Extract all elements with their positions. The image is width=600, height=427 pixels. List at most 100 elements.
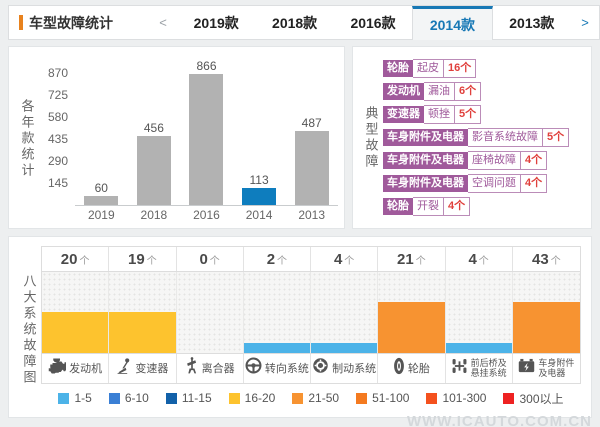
system-bar-cell-发动机 [42,272,110,353]
fault-count-tag: 4个 [521,174,548,193]
fault-category-tag: 车身附件及电器 [383,129,468,146]
yearly-chart-xlabels: 2019 2018 2016 2014 2013 [75,206,338,224]
bar-value-label: 866 [196,58,217,73]
legend-item-101-300: 101-300 [426,391,486,405]
system-name: 变速器 [135,363,169,376]
bar-value-label: 60 [94,180,108,195]
system-label-变速器: 变速器 [109,353,177,383]
fault-row: 车身附件及电器 空调问题 4个 [383,174,585,193]
fault-issue-tag: 起皮 [413,59,444,78]
system-name: 转向系统 [264,363,309,376]
system-label-制动系统: 制动系统 [311,353,379,383]
legend-swatch [292,392,304,404]
count-suffix: 个 [550,255,561,267]
count-number: 19 [128,250,145,268]
fault-category-tag: 车身附件及电器 [383,152,468,169]
tab-2016款[interactable]: 2016款 [350,14,396,31]
fault-row: 车身附件及电器 影音系统故障 5个 [383,128,585,147]
legend-swatch [356,392,368,404]
year-xlabel-2018: 2018 [140,208,168,222]
count-number: 21 [397,250,414,268]
system-label-车身附件及电器: 车身附件 及电器 [513,354,580,383]
tab-2019款[interactable]: 2019款 [193,14,239,31]
typical-faults-list: 轮胎 起皮 16个 发动机 漏油 6个 变速器 顿挫 5个 车身附件及电器 影音系统故障 5个 车身附件… [383,57,585,218]
ytick-870: 870 [47,66,68,81]
brake-disc-icon [312,357,329,379]
count-number: 0 [199,250,208,268]
clutch-icon [185,356,199,380]
fault-row: 轮胎 开裂 4个 [383,197,585,216]
tabs-next-arrow-icon[interactable]: > [581,15,589,30]
system-name: 前后桥及 悬挂系统 [470,357,507,379]
fault-count-tag: 5个 [543,128,570,147]
fault-category-tag: 轮胎 [383,198,413,215]
axle-icon [451,358,468,379]
tab-2014款[interactable]: 2014款 [412,6,493,40]
legend-swatch [228,392,240,404]
count-suffix: 个 [79,255,90,267]
bar-value-label: 113 [249,172,269,187]
year-xlabel-2016: 2016 [193,208,220,222]
tab-2013款[interactable]: 2013款 [509,14,555,31]
system-bar-cell-轮胎 [378,272,446,353]
legend-swatch [503,392,515,404]
fault-category-tag: 发动机 [383,83,424,100]
legend-label: 1-5 [74,391,92,406]
system-label-转向系统: 转向系统 [244,353,311,383]
title-accent-bar [19,15,23,30]
count-number: 2 [266,250,276,268]
system-label-轮胎: 轮胎 [378,353,446,383]
system-name: 离合器 [201,363,235,376]
ytick-145: 145 [47,176,68,191]
year-tabs: 2019款 2018款 2016款 2014款 2013款 [177,6,571,40]
bar-value-label: 456 [143,120,164,135]
count-suffix: 个 [209,255,220,267]
legend-label: 16-20 [244,391,276,406]
fault-issue-tag: 开裂 [413,197,444,216]
system-count-轮胎: 21 个 [378,247,446,272]
fault-issue-tag: 顿挫 [424,105,455,124]
system-count-车身附件及电器: 43 个 [512,247,580,272]
fault-row: 变速器 顿挫 5个 [383,105,585,124]
fault-count-tag: 6个 [455,82,482,101]
year-bar-column: 866 [180,59,233,205]
fault-category-tag: 轮胎 [383,60,413,77]
system-bar-制动系统 [311,342,378,353]
fault-row: 车身附件及电器 座椅故障 4个 [383,151,585,170]
year-xlabel-2013: 2013 [298,208,326,222]
typical-faults-title: 典型故障 [363,105,379,170]
fault-row: 轮胎 起皮 16个 [383,59,585,78]
legend-label: 11-15 [181,391,212,406]
year-bar-2018 [136,135,171,205]
system-label-离合器: 离合器 [177,353,244,383]
year-bar-2013 [294,131,329,205]
system-bar-cell-离合器 [177,272,244,353]
year-bar-2016 [189,73,224,205]
system-bar-cell-制动系统 [311,272,379,353]
fault-category-tag: 车身附件及电器 [383,175,468,192]
fault-row: 发动机 漏油 6个 [383,82,585,101]
legend-label: 51-100 [372,391,410,406]
yearly-chart-axis-title: 各年款统计 [19,98,35,179]
system-bar-发动机 [42,311,109,353]
eight-systems-title: 八大系统故障图 [21,273,37,386]
legend-item-300以上: 300以上 [503,390,564,407]
count-number: 43 [532,250,549,268]
tabs-prev-arrow-icon[interactable]: < [159,15,167,30]
fault-issue-tag: 空调问题 [468,174,521,193]
system-bar-cell-前后桥及悬挂系统 [445,272,513,353]
count-suffix: 个 [478,255,489,267]
system-bar-变速器 [109,311,176,353]
system-name: 制动系统 [332,363,377,376]
legend-item-21-50: 21-50 [292,391,339,405]
tab-2018款[interactable]: 2018款 [272,14,318,31]
ytick-725: 725 [47,88,68,103]
fault-count-tag: 16个 [444,59,477,78]
system-label-发动机: 发动机 [42,353,110,383]
system-count-变速器: 19 个 [109,247,177,272]
system-name: 轮胎 [407,363,430,376]
legend-item-6-10: 6-10 [108,391,149,405]
